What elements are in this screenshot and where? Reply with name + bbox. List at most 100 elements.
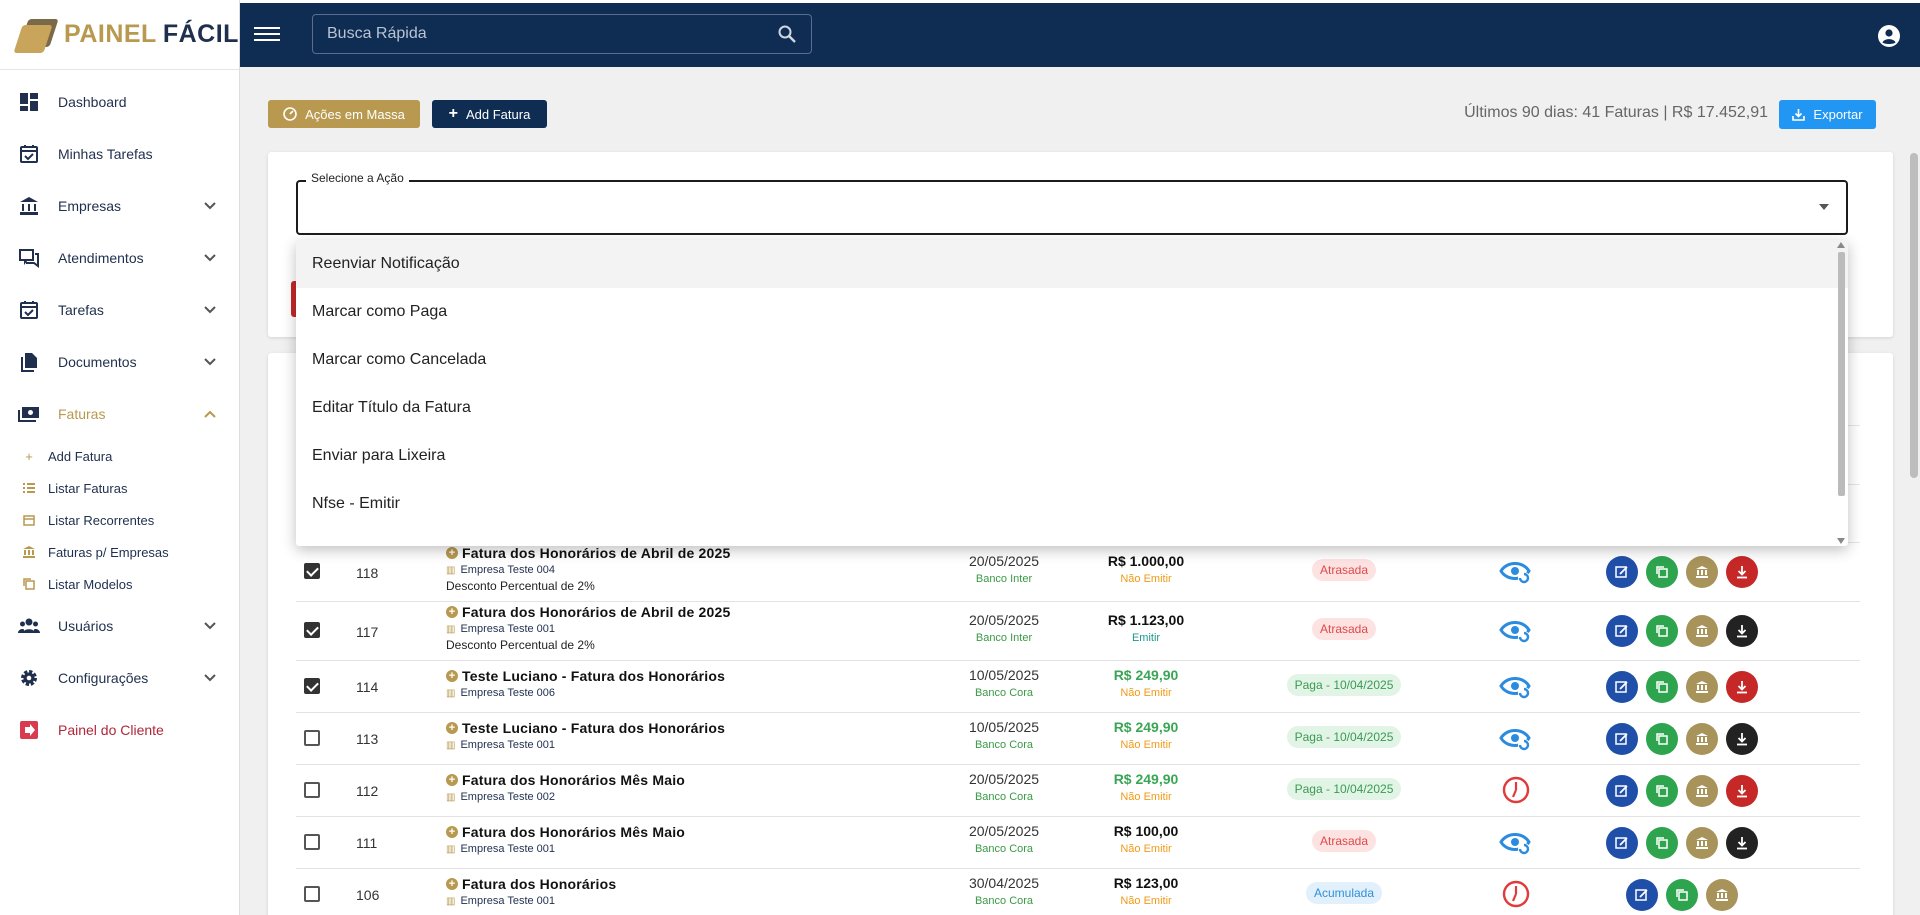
edit-icon[interactable] (1606, 671, 1638, 703)
dropdown-scrollbar[interactable] (1836, 240, 1846, 546)
account-icon[interactable] (1878, 25, 1900, 47)
eye-refresh-icon[interactable] (1499, 617, 1533, 645)
duplicate-icon[interactable] (1646, 556, 1678, 588)
logo[interactable]: PAINEL FÁCIL (0, 0, 239, 70)
invoice-title[interactable]: Teste Luciano - Fatura dos Honorários (462, 720, 726, 736)
sidebar-item-documentos[interactable]: Documentos (0, 336, 239, 388)
row-checkbox[interactable] (304, 563, 320, 579)
invoice-company[interactable]: Empresa Teste 001 (460, 843, 556, 855)
row-checkbox[interactable] (304, 886, 320, 902)
duplicate-icon[interactable] (1646, 723, 1678, 755)
invoice-company[interactable]: Empresa Teste 002 (460, 791, 556, 803)
row-checkbox[interactable] (304, 678, 320, 694)
duplicate-icon[interactable] (1646, 671, 1678, 703)
table-row[interactable]: 112 + Fatura dos Honorários Mês Maio ▥ Emp… (296, 765, 1860, 817)
edit-icon[interactable] (1606, 775, 1638, 807)
download-icon[interactable] (1726, 827, 1758, 859)
expand-icon[interactable]: + (446, 606, 458, 618)
action-select[interactable] (296, 180, 1848, 235)
caret-up-icon[interactable] (1819, 204, 1829, 210)
bank-icon[interactable] (1686, 827, 1718, 859)
page-scrollbar[interactable] (1908, 67, 1920, 915)
row-checkbox[interactable] (304, 834, 320, 850)
duplicate-icon[interactable] (1646, 615, 1678, 647)
option-reenviar-notificacao[interactable]: Reenviar Notificação (296, 240, 1848, 288)
download-icon[interactable] (1726, 615, 1758, 647)
bank-icon[interactable] (1686, 775, 1718, 807)
sidebar-item-faturas[interactable]: Faturas (0, 388, 239, 440)
submenu-faturas-empresas[interactable]: Faturas p/ Empresas (0, 536, 239, 568)
search-input[interactable] (327, 25, 777, 43)
mass-actions-button[interactable]: Ações em Massa (268, 100, 420, 128)
invoice-company[interactable]: Empresa Teste 001 (460, 623, 556, 635)
submenu-listar-modelos[interactable]: Listar Modelos (0, 568, 239, 600)
invoice-title[interactable]: Fatura dos Honorários (462, 876, 617, 892)
apply-button[interactable] (291, 281, 299, 317)
row-checkbox[interactable] (304, 782, 320, 798)
edit-icon[interactable] (1606, 556, 1638, 588)
download-icon[interactable] (1726, 556, 1758, 588)
bank-icon[interactable] (1686, 723, 1718, 755)
sidebar-item-configuracoes[interactable]: Configurações (0, 652, 239, 704)
sidebar-item-minhas-tarefas[interactable]: Minhas Tarefas (0, 128, 239, 180)
row-checkbox[interactable] (304, 622, 320, 638)
invoice-title[interactable]: Fatura dos Honorários Mês Maio (462, 772, 686, 788)
nfse-status[interactable]: Não Emitir (1120, 739, 1172, 751)
table-row[interactable]: 111 + Fatura dos Honorários Mês Maio ▥ Emp… (296, 817, 1860, 869)
eye-refresh-icon[interactable] (1499, 673, 1533, 701)
nfse-status[interactable]: Não Emitir (1120, 573, 1172, 585)
bank-icon[interactable] (1686, 556, 1718, 588)
option-marcar-cancelada[interactable]: Marcar como Cancelada (312, 351, 487, 368)
invoice-title[interactable]: Fatura dos Honorários de Abril de 2025 (462, 604, 731, 620)
submenu-listar-recorrentes[interactable]: Listar Recorrentes (0, 504, 239, 536)
expand-icon[interactable]: + (446, 878, 458, 890)
bank-icon[interactable] (1686, 671, 1718, 703)
expand-icon[interactable]: + (446, 547, 458, 559)
invoice-title[interactable]: Fatura dos Honorários de Abril de 2025 (462, 545, 731, 561)
nfse-status[interactable]: Emitir (1131, 632, 1161, 644)
option-nfse-emitir[interactable]: Nfse - Emitir (312, 495, 400, 512)
sidebar-item-dashboard[interactable]: Dashboard (0, 76, 239, 128)
option-editar-titulo[interactable]: Editar Título da Fatura (312, 399, 471, 416)
nfse-status[interactable]: Não Emitir (1120, 895, 1172, 907)
table-row[interactable]: 118 + Fatura dos Honorários de Abril de 2… (296, 543, 1860, 602)
download-icon[interactable] (1726, 775, 1758, 807)
submenu-listar-faturas[interactable]: Listar Faturas (0, 472, 239, 504)
add-invoice-button[interactable]: + Add Fatura (432, 100, 547, 128)
bank-icon[interactable] (1686, 615, 1718, 647)
sidebar-item-tarefas[interactable]: Tarefas (0, 284, 239, 336)
expand-icon[interactable]: + (446, 774, 458, 786)
eye-refresh-icon[interactable] (1499, 558, 1533, 586)
edit-icon[interactable] (1626, 879, 1658, 911)
option-enviar-lixeira[interactable]: Enviar para Lixeira (312, 447, 446, 464)
expand-icon[interactable]: + (446, 826, 458, 838)
table-row[interactable]: 106 + Fatura dos Honorários ▥ Empresa Test… (296, 869, 1860, 915)
expand-icon[interactable]: + (446, 722, 458, 734)
invoice-title[interactable]: Fatura dos Honorários Mês Maio (462, 824, 686, 840)
duplicate-icon[interactable] (1646, 775, 1678, 807)
eye-refresh-icon[interactable] (1499, 725, 1533, 753)
invoice-company[interactable]: Empresa Teste 006 (460, 687, 556, 699)
duplicate-icon[interactable] (1646, 827, 1678, 859)
clock-icon[interactable] (1499, 776, 1533, 804)
export-button[interactable]: Exportar (1779, 100, 1876, 129)
invoice-company[interactable]: Empresa Teste 004 (460, 564, 556, 576)
download-icon[interactable] (1726, 723, 1758, 755)
sidebar-item-atendimentos[interactable]: Atendimentos (0, 232, 239, 284)
edit-icon[interactable] (1606, 723, 1638, 755)
table-row[interactable]: 114 + Teste Luciano - Fatura dos Honorári… (296, 661, 1860, 713)
row-checkbox[interactable] (304, 730, 320, 746)
table-row[interactable]: 117 + Fatura dos Honorários de Abril de 2… (296, 602, 1860, 661)
invoice-title[interactable]: Teste Luciano - Fatura dos Honorários (462, 668, 726, 684)
search-icon[interactable] (777, 24, 797, 44)
invoice-company[interactable]: Empresa Teste 001 (460, 739, 556, 751)
hamburger-menu-icon[interactable] (254, 23, 280, 45)
nfse-status[interactable]: Não Emitir (1120, 843, 1172, 855)
clock-icon[interactable] (1499, 880, 1533, 908)
duplicate-icon[interactable] (1666, 879, 1698, 911)
edit-icon[interactable] (1606, 615, 1638, 647)
invoice-company[interactable]: Empresa Teste 001 (460, 895, 556, 907)
download-icon[interactable] (1726, 671, 1758, 703)
nfse-status[interactable]: Não Emitir (1120, 791, 1172, 803)
nfse-status[interactable]: Não Emitir (1120, 687, 1172, 699)
